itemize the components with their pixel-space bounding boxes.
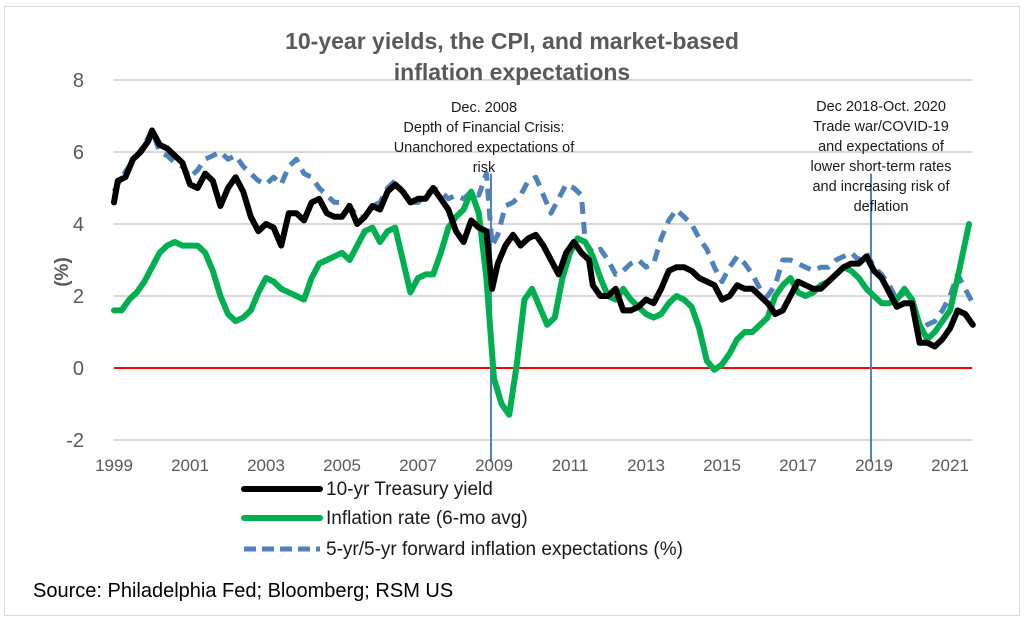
source-note: Source: Philadelphia Fed; Bloomberg; RSM… [33,580,453,602]
annotation-text: and increasing risk of [812,179,950,195]
chart-frame [4,6,1020,616]
annotation-text: Dec 2018-Oct. 2020 [816,99,946,115]
y-tick-label: -2 [66,430,84,452]
x-tick-label: 2001 [171,456,209,475]
legend-label: 5-yr/5-yr forward inflation expectations… [326,539,683,560]
chart-title-line-1: 10-year yields, the CPI, and market-base… [285,28,739,54]
x-tick-label: 2005 [323,456,361,475]
annotation-texts: Dec. 2008 Depth of Financial Crisis: Unanc… [394,99,952,215]
y-tick-label: 0 [73,358,84,380]
annotation-text: and expectations of [818,139,945,155]
annotation-text: Unanchored expectations of [394,140,576,156]
series-lines [111,127,976,418]
x-tick-label: 2009 [475,456,513,475]
y-tick-label: 6 [73,142,84,164]
x-tick-label: 2019 [855,456,893,475]
y-tick-label: 2 [73,286,84,308]
axes: -2 0 2 4 6 8 1999 2001 2003 2005 2007 2009 2011 2013 2… [66,70,969,475]
x-tick-label: 2015 [703,456,741,475]
annotation-text: lower short-term rates [810,159,951,175]
annotation-text: Depth of Financial Crisis: [403,120,564,136]
series-5y5y-forward-expectations [111,127,976,335]
legend-item-5y5y-forward-expectations: 5-yr/5-yr forward inflation expectations… [244,539,683,560]
legend-label: Inflation rate (6-mo avg) [326,508,528,529]
annotation-text: risk [473,160,496,176]
x-tick-label: 1999 [95,456,133,475]
series-10yr-treasury-yield [111,127,976,350]
x-tick-label: 2007 [399,456,437,475]
legend-item-inflation-rate: Inflation rate (6-mo avg) [241,508,528,529]
legend: 10-yr Treasury yield Inflation rate (6-mo… [241,479,683,560]
y-tick-label: 4 [73,214,84,236]
x-tick-label: 2003 [247,456,285,475]
x-tick-label: 2017 [779,456,817,475]
y-axis-label: (%) [52,257,73,287]
chart-title-line-2: inflation expectations [394,59,630,85]
x-tick-label: 2013 [627,456,665,475]
legend-label: 10-yr Treasury yield [326,479,493,500]
annotation-text: Trade war/COVID-19 [813,119,949,135]
x-tick-label: 2011 [552,456,589,475]
legend-item-10yr-treasury-yield: 10-yr Treasury yield [241,479,493,500]
annotation-text: Dec. 2008 [451,100,517,116]
series-inflation-rate [111,188,972,418]
annotation-text: deflation [854,199,909,215]
y-tick-label: 8 [73,70,84,92]
x-tick-label: 2021 [931,456,969,475]
